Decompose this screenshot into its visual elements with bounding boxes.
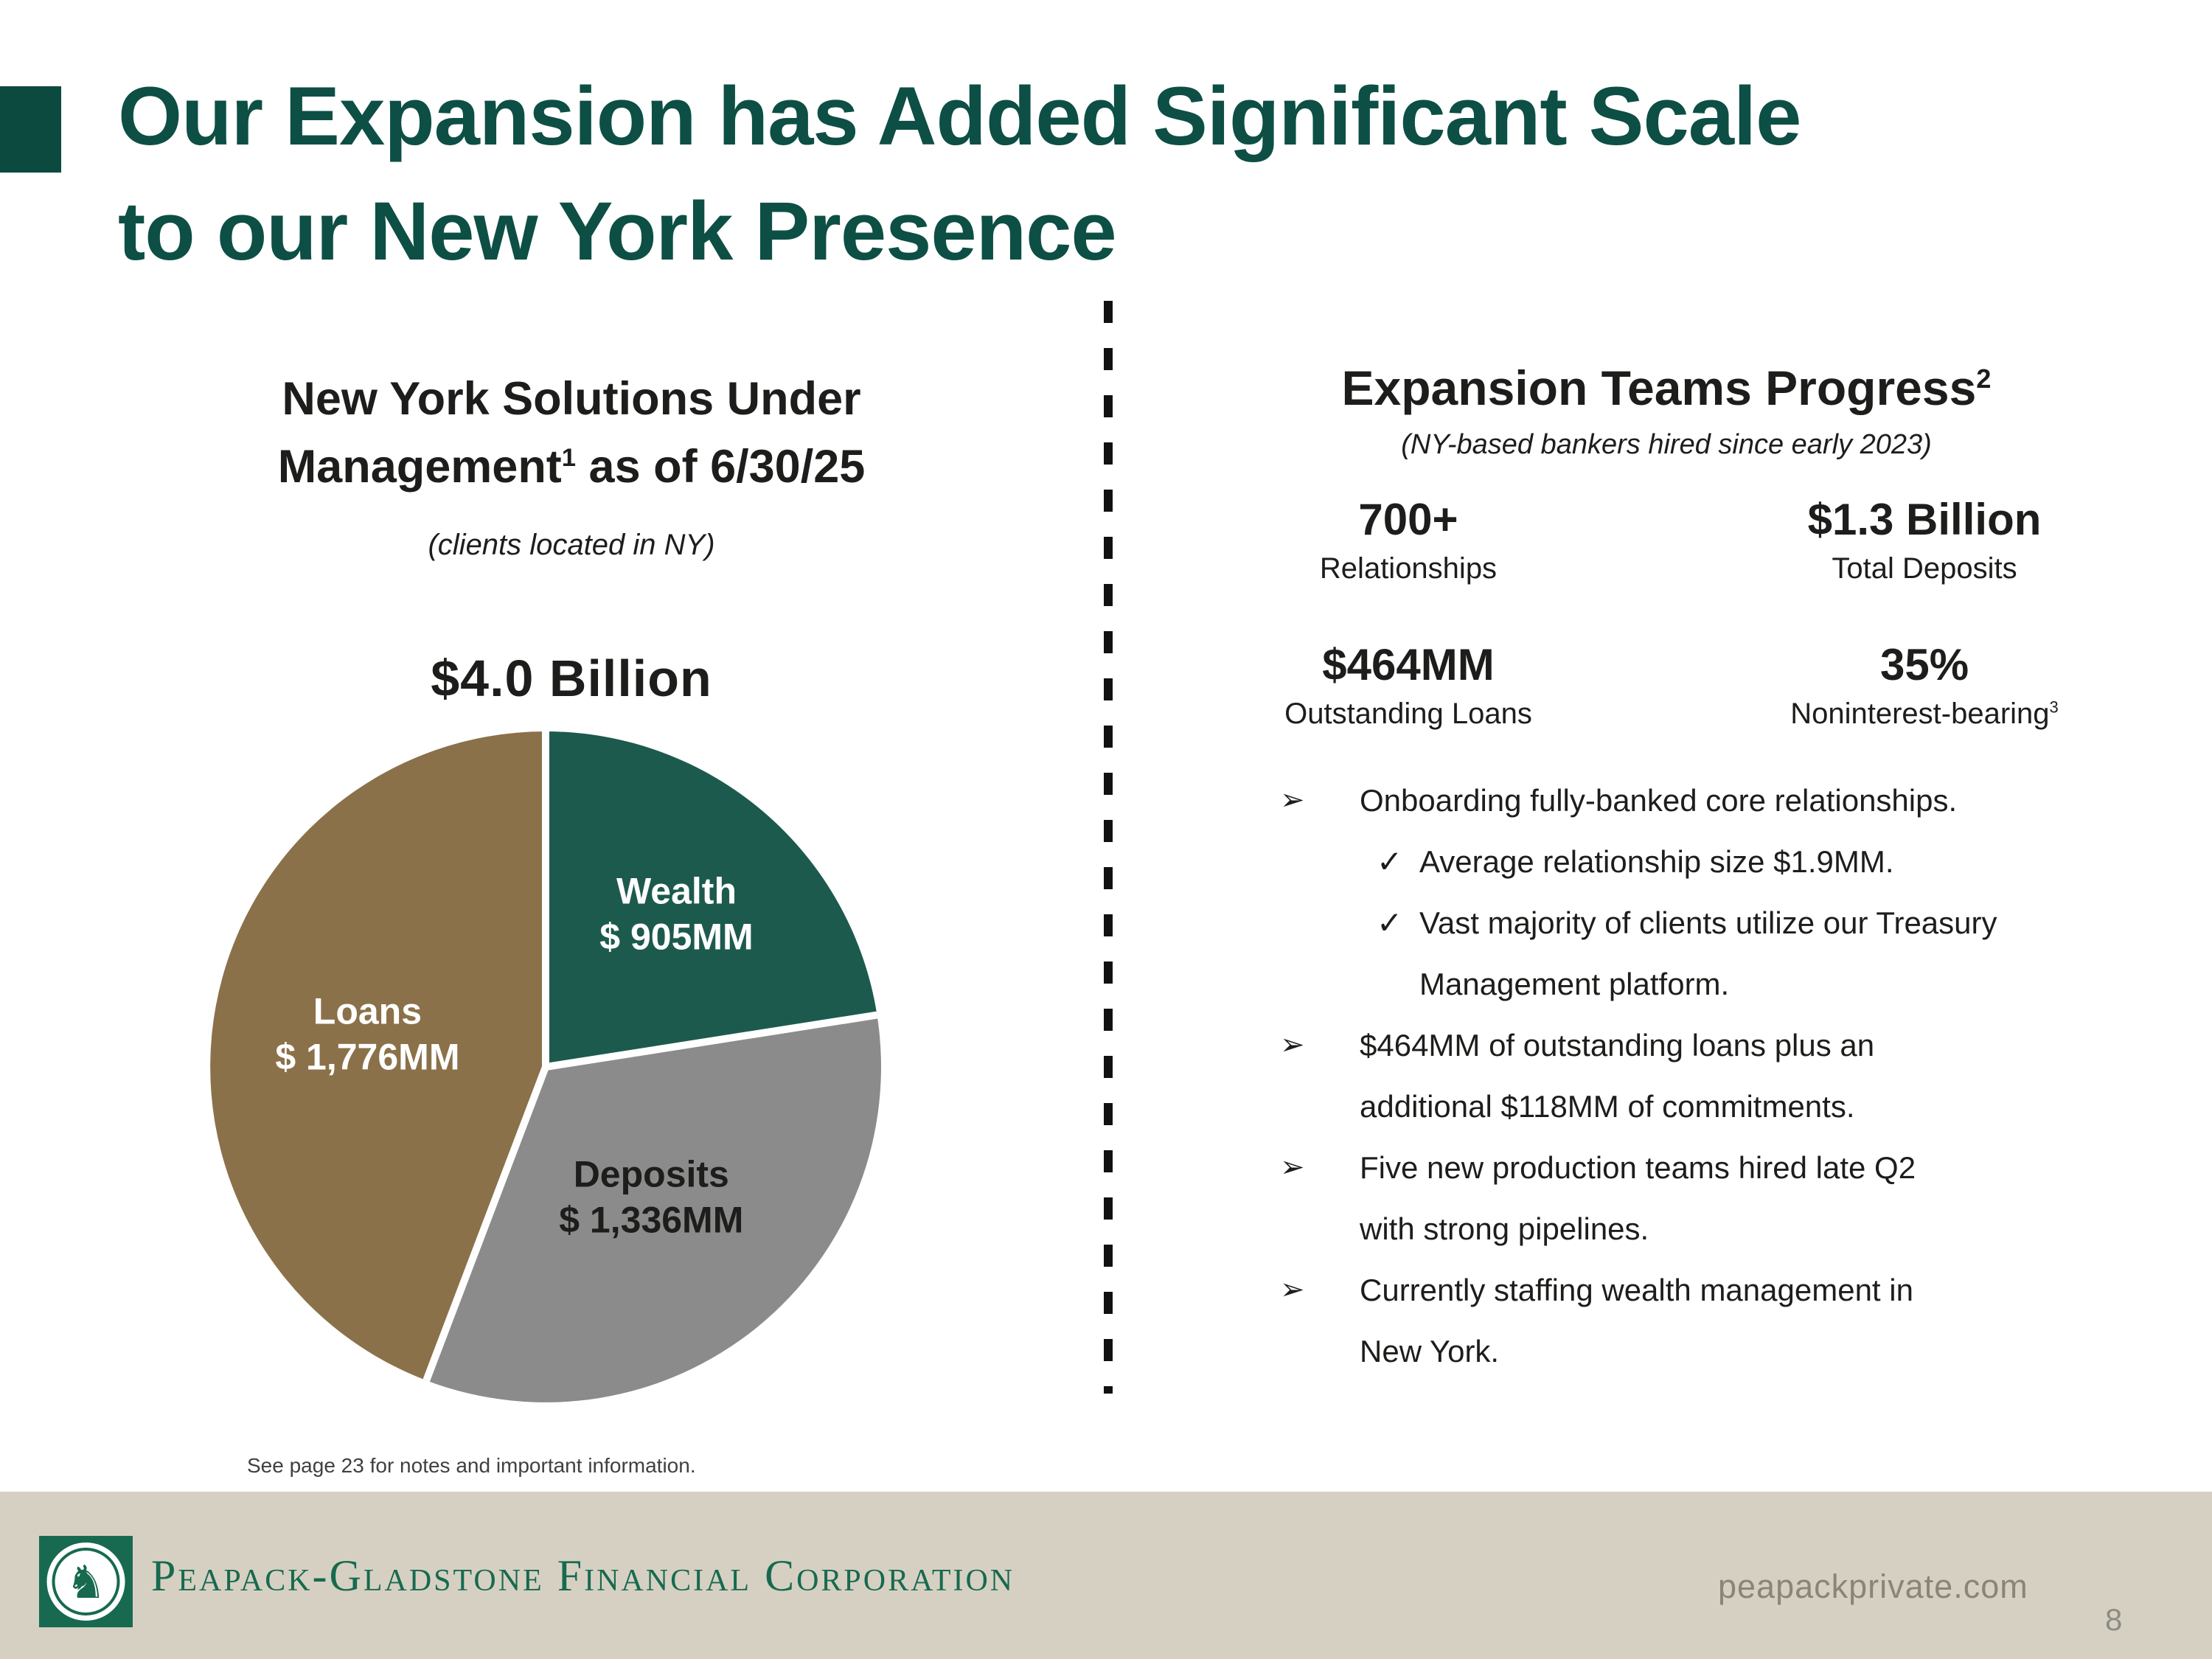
- pie-slice-separator: [422, 1065, 549, 1382]
- left-heading-line2-rest: as of 6/30/25: [576, 441, 866, 493]
- footer-bar: ♞ Peapack-Gladstone Financial Corporatio…: [0, 1492, 2212, 1659]
- stat-label: Total Deposits: [1832, 552, 2017, 585]
- title-accent-rect: [0, 86, 61, 173]
- footnote-ref-3: 3: [2049, 698, 2059, 717]
- pie-label-wealth: Wealth $ 905MM: [599, 871, 753, 958]
- right-panel-heading: Expansion Teams Progress2: [1150, 360, 2183, 416]
- left-panel: New York Solutions Under Management1 as …: [74, 365, 1069, 708]
- right-panel-subheading: (NY-based bankers hired since early 2023…: [1401, 429, 1932, 460]
- arrow-bullet-icon: ➢: [1280, 1151, 1305, 1183]
- page-title-line1: Our Expansion has Added Significant Scal…: [118, 70, 1801, 162]
- pie-chart: Wealth $ 905MM Deposits $ 1,336MM Loans $ 1,7…: [203, 724, 888, 1410]
- stat-value: 700+: [1358, 495, 1458, 544]
- left-heading-line2: Management: [277, 441, 562, 493]
- stat-label: Noninterest-bearing3: [1790, 698, 2059, 730]
- left-panel-heading: New York Solutions Under Management1 as …: [74, 365, 1069, 501]
- bullet-text: $464MM of outstanding loans plus an addi…: [1360, 1028, 1875, 1124]
- pie-slice-deposits: [426, 1015, 881, 1402]
- arrow-bullet-icon: ➢: [1280, 784, 1305, 816]
- bullet-text: Average relationship size $1.9MM.: [1419, 844, 1894, 879]
- stat-label: Relationships: [1319, 552, 1498, 585]
- pie-slice-loans: [210, 731, 546, 1381]
- bullet-list: ➢ Onboarding fully-banked core relationsh…: [1280, 770, 2003, 1382]
- stat-item: 700+ Relationships: [1150, 495, 1666, 585]
- stat-item: 35% Noninterest-bearing3: [1666, 641, 2183, 731]
- right-heading-text: Expansion Teams Progress: [1341, 361, 1977, 415]
- pie-label-loans: Loans $ 1,776MM: [275, 991, 459, 1078]
- pie-chart-svg: Wealth $ 905MM Deposits $ 1,336MM Loans $ 1,7…: [210, 731, 881, 1402]
- stat-value: 35%: [1879, 640, 1969, 689]
- dashed-divider: [1104, 301, 1113, 1394]
- pie-slice-wealth: [546, 731, 877, 1067]
- footnote-ref-2: 2: [1976, 364, 1992, 394]
- stat-item: $1.3 Billion Total Deposits: [1666, 495, 2183, 585]
- arrow-bullet-item: ➢ Five new production teams hired late Q2…: [1280, 1137, 2003, 1259]
- bullet-text: Five new production teams hired late Q2 …: [1360, 1150, 1916, 1246]
- logo-ring: [46, 1543, 125, 1621]
- footnote: See page 23 for notes and important info…: [247, 1454, 696, 1477]
- bullet-text: Vast majority of clients utilize our Tre…: [1419, 905, 1997, 1001]
- bullet-text: Onboarding fully-banked core relationshi…: [1360, 783, 1958, 818]
- stat-value: $464MM: [1322, 640, 1495, 689]
- arrow-bullet-item: ➢ Onboarding fully-banked core relationsh…: [1280, 770, 2003, 831]
- check-icon: ✓: [1377, 905, 1403, 940]
- logo-inner-ring: [52, 1548, 120, 1615]
- check-icon: ✓: [1377, 844, 1403, 879]
- arrow-bullet-item: ➢ $464MM of outstanding loans plus an add…: [1280, 1015, 2003, 1137]
- stat-item: $464MM Outstanding Loans: [1150, 641, 1666, 731]
- check-bullet-item: ✓ Vast majority of clients utilize our Tr…: [1280, 892, 2003, 1015]
- page-title: Our Expansion has Added Significant Scal…: [118, 59, 1801, 289]
- footnote-ref-1: 1: [561, 444, 577, 472]
- right-panel: Expansion Teams Progress2 (NY-based bank…: [1150, 360, 2183, 461]
- company-logo: ♞: [39, 1536, 133, 1627]
- pie-slice-separator: [545, 1011, 878, 1071]
- stat-value: $1.3 Billion: [1807, 495, 2042, 544]
- pie-total-label: $4.0 Billion: [431, 650, 712, 707]
- website-link: peapackprivate.com: [1718, 1568, 2028, 1605]
- left-heading-line1: New York Solutions Under: [282, 373, 861, 425]
- arrow-bullet-icon: ➢: [1280, 1273, 1305, 1306]
- horse-rider-icon: ♞: [66, 1557, 107, 1608]
- pie-label-deposits: Deposits $ 1,336MM: [559, 1154, 743, 1241]
- left-panel-subheading: (clients located in NY): [428, 529, 715, 561]
- check-bullet-item: ✓ Average relationship size $1.9MM.: [1280, 831, 2003, 892]
- page-number: 8: [2105, 1602, 2123, 1637]
- arrow-bullet-icon: ➢: [1280, 1029, 1305, 1061]
- stat-label: Outstanding Loans: [1284, 698, 1532, 730]
- bullet-text: Currently staffing wealth management in …: [1360, 1273, 1913, 1368]
- arrow-bullet-item: ➢ Currently staffing wealth management in…: [1280, 1259, 2003, 1382]
- brand-name: Peapack-Gladstone Financial Corporation: [151, 1551, 1015, 1600]
- stats-grid: 700+ Relationships $1.3 Billion Total Depos…: [1150, 495, 2183, 731]
- page-title-line2: to our New York Presence: [118, 185, 1117, 277]
